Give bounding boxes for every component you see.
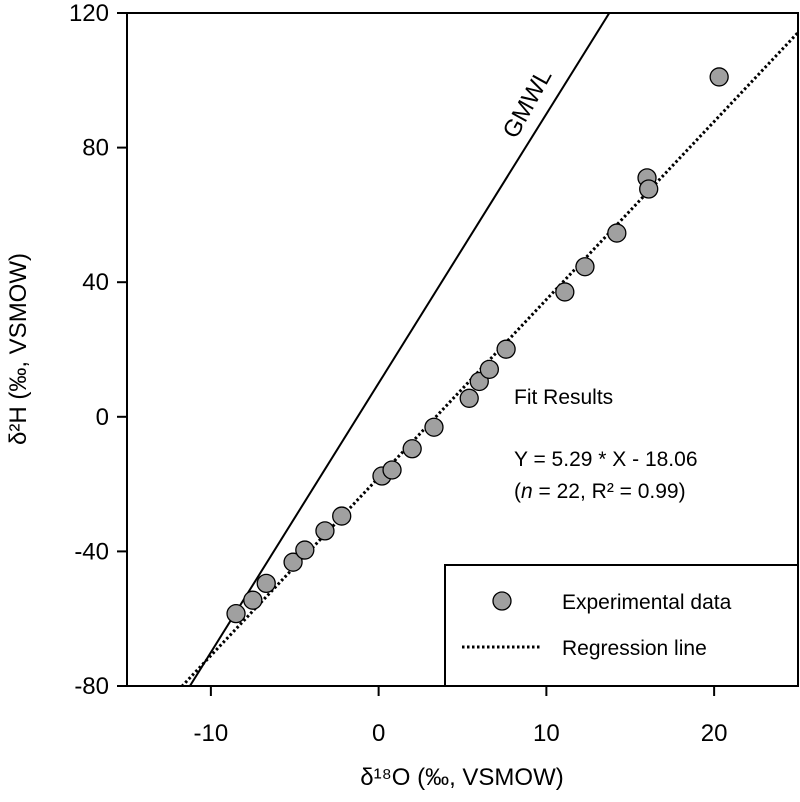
data-point	[315, 521, 335, 541]
data-point	[607, 223, 627, 243]
y-tick-label: -80	[74, 673, 109, 700]
x-tick-label: -10	[194, 720, 229, 747]
data-point	[243, 590, 263, 610]
legend-box	[444, 564, 799, 687]
x-tick-label: 0	[372, 720, 385, 747]
data-point	[479, 359, 499, 380]
data-point	[496, 339, 516, 359]
regression-line	[180, 31, 798, 686]
x-axis: -10 0 10 20	[194, 686, 728, 747]
legend-marker-experimental	[492, 591, 512, 611]
y-tick-label: 0	[96, 404, 109, 431]
data-point	[226, 604, 246, 624]
y-tick-label: -40	[74, 538, 109, 565]
fit-stats-open: (	[514, 480, 521, 503]
data-point	[424, 417, 444, 437]
x-axis-label: δ¹⁸O (‰, VSMOW)	[360, 764, 563, 791]
data-point	[256, 573, 276, 594]
data-point	[382, 460, 402, 480]
fit-stats-rest: = 22, R² = 0.99)	[533, 480, 686, 503]
data-point	[295, 540, 315, 560]
data-point	[332, 506, 352, 526]
plot-area	[180, 13, 798, 686]
y-axis-label: δ²H (‰, VSMOW)	[5, 253, 32, 445]
y-tick-label: 80	[82, 135, 109, 162]
x-tick-label: 20	[701, 720, 728, 747]
data-point	[639, 179, 659, 199]
data-point	[555, 282, 575, 302]
legend-label-experimental: Experimental data	[562, 591, 732, 614]
fit-equation: Y = 5.29 * X - 18.06	[514, 448, 698, 471]
legend: Experimental data Regression line	[444, 564, 799, 687]
legend-label-regression: Regression line	[562, 637, 707, 660]
data-point	[709, 67, 729, 87]
data-point	[575, 257, 595, 277]
fit-stats-n: n	[521, 480, 533, 503]
fit-results-heading: Fit Results	[514, 386, 613, 409]
y-tick-label: 120	[69, 0, 109, 27]
x-tick-label: 10	[533, 720, 560, 747]
data-point	[402, 439, 422, 459]
points-layer	[226, 67, 729, 624]
fit-stats: (n = 22, R² = 0.99)	[514, 480, 686, 503]
y-axis: -80 -40 0 40 80 120	[69, 0, 127, 700]
data-point	[283, 552, 303, 572]
gmwl-label: GMWL	[498, 65, 558, 143]
y-tick-label: 40	[82, 269, 109, 296]
data-point	[459, 388, 479, 408]
